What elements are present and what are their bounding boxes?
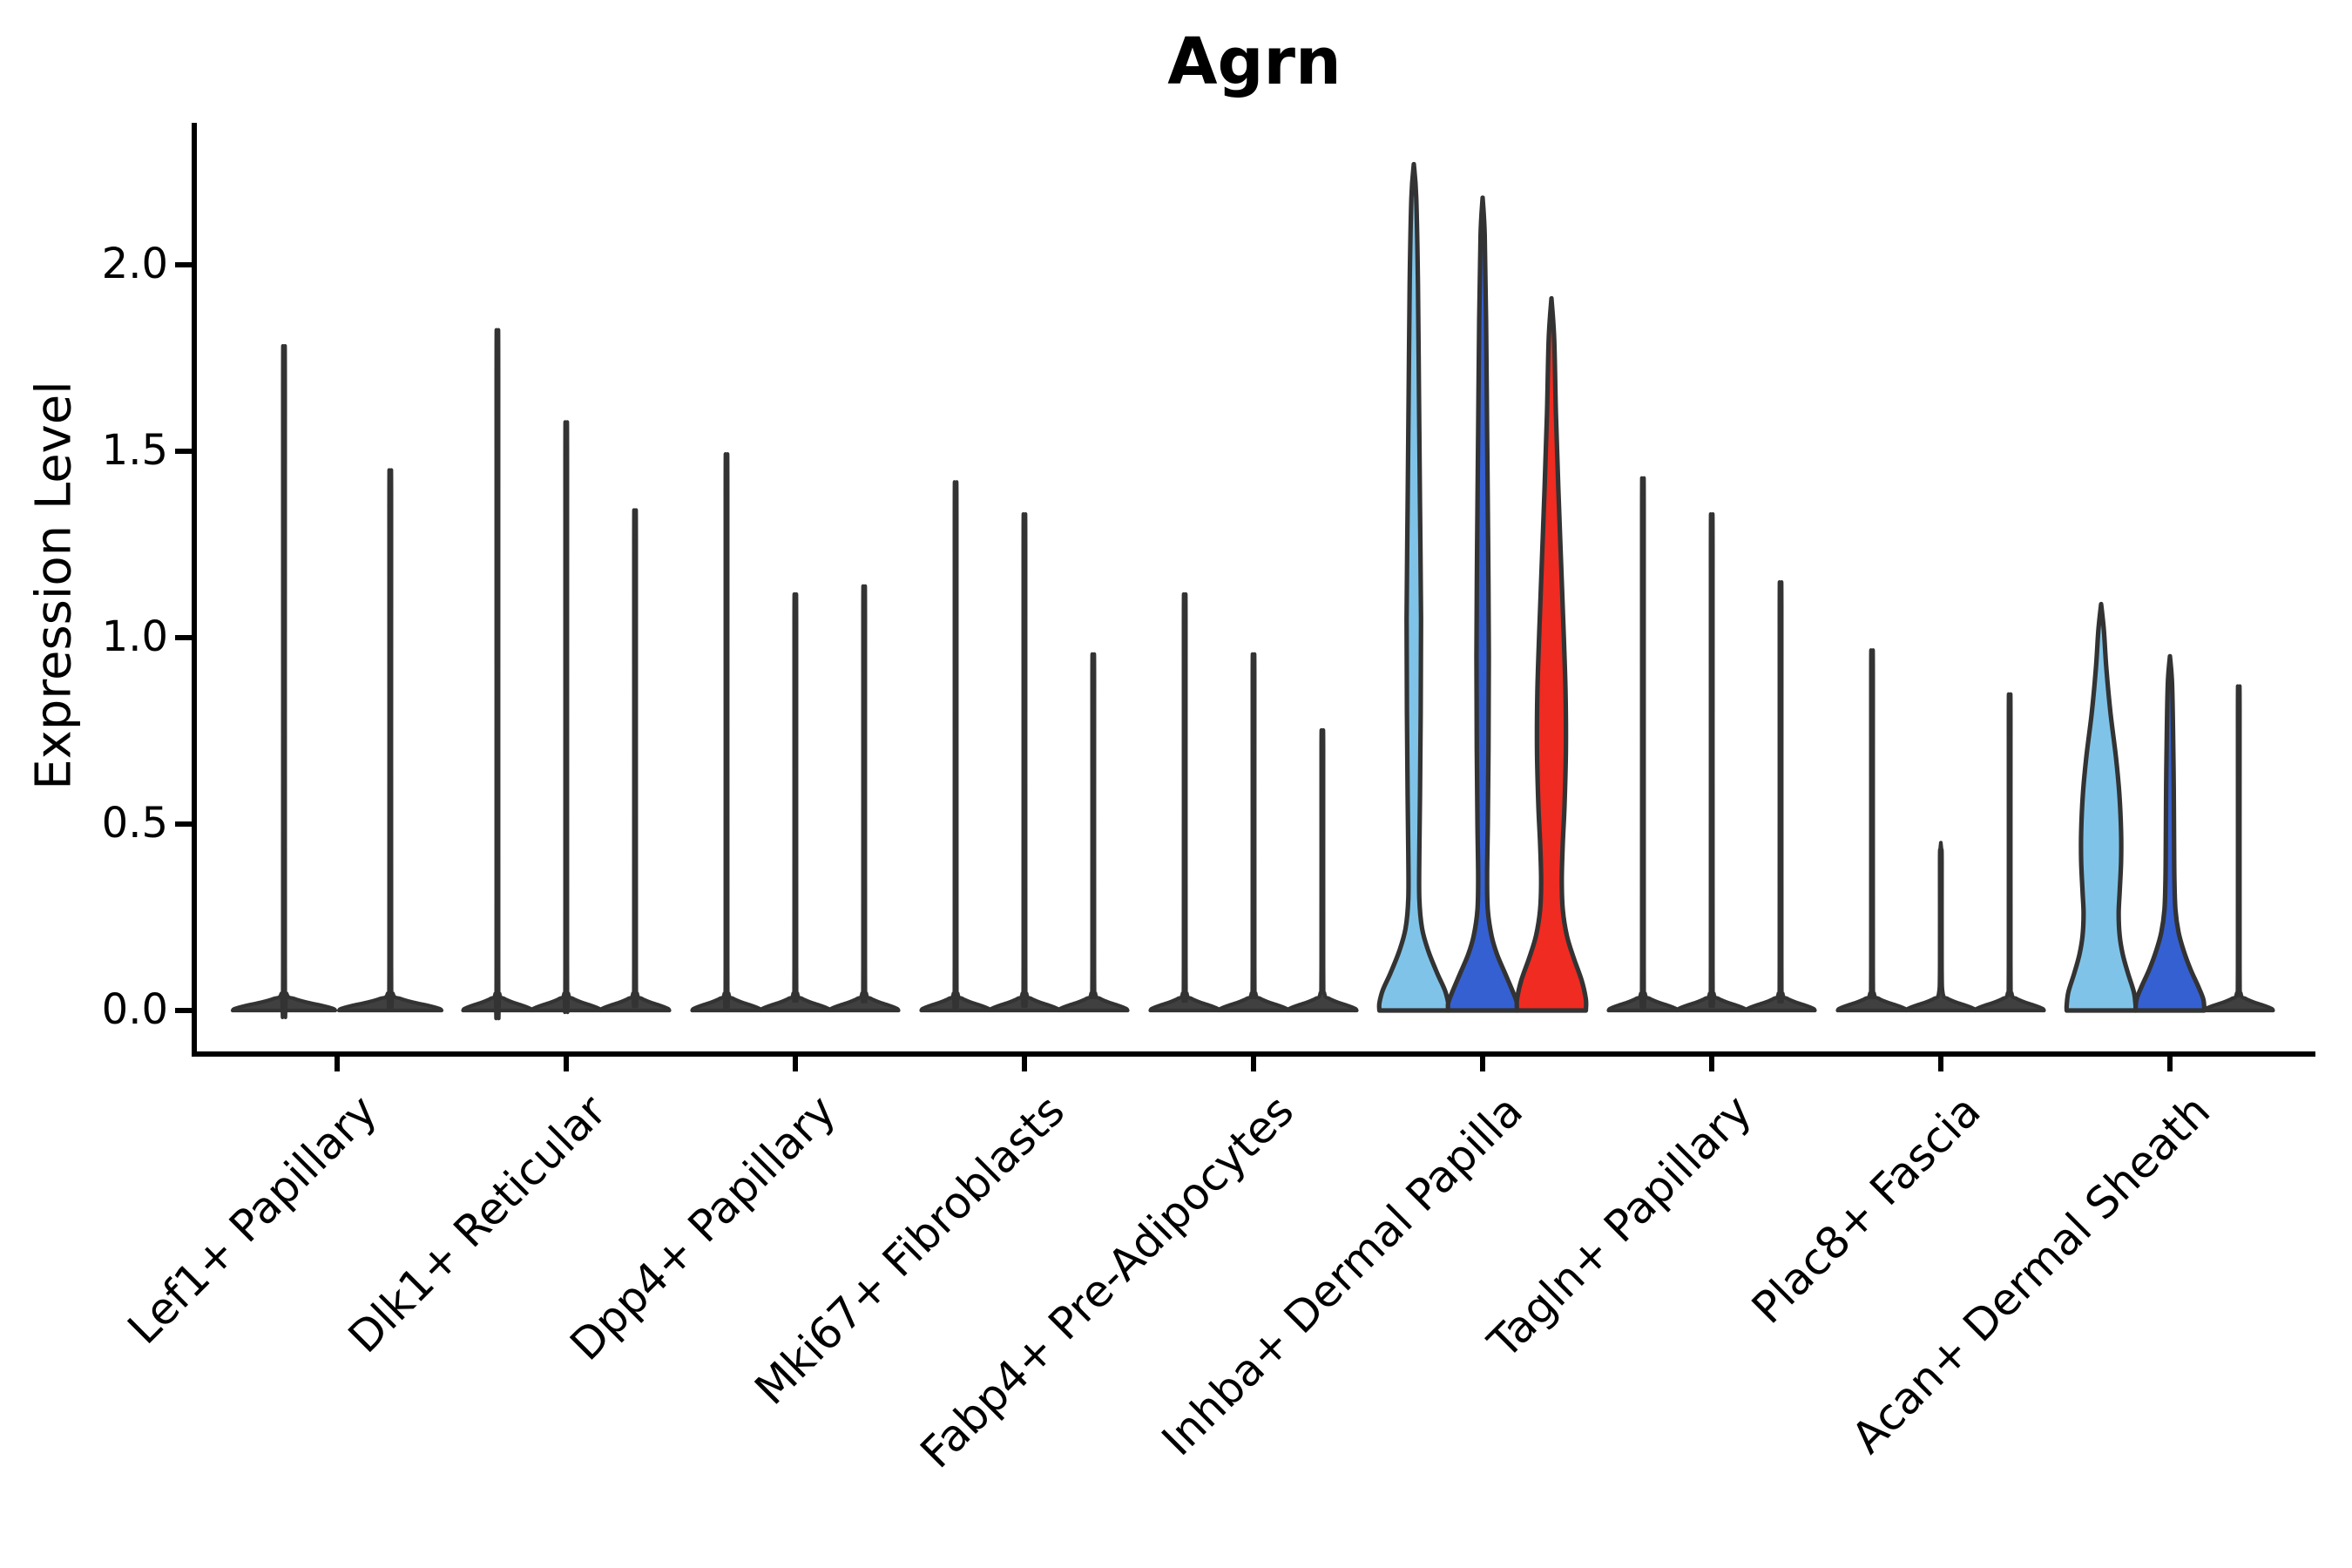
violin-plac8-fascia-2 bbox=[1973, 692, 2046, 1013]
violin-dpp4-papillary-2 bbox=[828, 584, 901, 1013]
violin-dlk1-reticular-1 bbox=[530, 420, 603, 1015]
violin-tagln-papillary-1 bbox=[1675, 512, 1748, 1013]
violin-lef1-papillary-0 bbox=[230, 344, 338, 1019]
y-tick-label: 0.5 bbox=[101, 798, 168, 848]
violin-tagln-papillary-0 bbox=[1606, 476, 1680, 1013]
violin-inhba-dermal-papilla-0 bbox=[1376, 161, 1451, 1013]
chart-title: Agrn bbox=[1167, 24, 1342, 99]
y-tick-label: 2.0 bbox=[101, 239, 168, 288]
violin-fabp4-pre-adipocytes-1 bbox=[1217, 652, 1290, 1013]
violin-mki67-fibroblasts-1 bbox=[988, 512, 1061, 1013]
y-tick-label: 0.0 bbox=[101, 984, 168, 1034]
violin-fabp4-pre-adipocytes-2 bbox=[1286, 728, 1359, 1013]
y-tick-label: 1.0 bbox=[101, 612, 168, 661]
violin-inhba-dermal-papilla-2 bbox=[1514, 295, 1589, 1013]
violin-fabp4-pre-adipocytes-0 bbox=[1148, 592, 1221, 1013]
violin-dlk1-reticular-0 bbox=[461, 328, 534, 1021]
violin-lef1-papillary-1 bbox=[336, 468, 444, 1013]
violin-dpp4-papillary-1 bbox=[759, 592, 832, 1013]
violin-dpp4-papillary-0 bbox=[690, 452, 763, 1013]
violin-plac8-fascia-1 bbox=[1904, 841, 1977, 1013]
violin-inhba-dermal-papilla-1 bbox=[1445, 195, 1520, 1013]
violin-mki67-fibroblasts-0 bbox=[919, 480, 992, 1013]
violin-tagln-papillary-2 bbox=[1744, 580, 1817, 1013]
violin-dlk1-reticular-2 bbox=[598, 508, 672, 1013]
violin-acan-dermal-sheath-1 bbox=[2132, 653, 2207, 1013]
y-tick-label: 1.5 bbox=[101, 425, 168, 475]
violin-acan-dermal-sheath-0 bbox=[2064, 601, 2139, 1013]
violin-mki67-fibroblasts-2 bbox=[1057, 652, 1130, 1013]
violin-plac8-fascia-0 bbox=[1835, 648, 1909, 1013]
violin-acan-dermal-sheath-2 bbox=[2202, 684, 2275, 1013]
